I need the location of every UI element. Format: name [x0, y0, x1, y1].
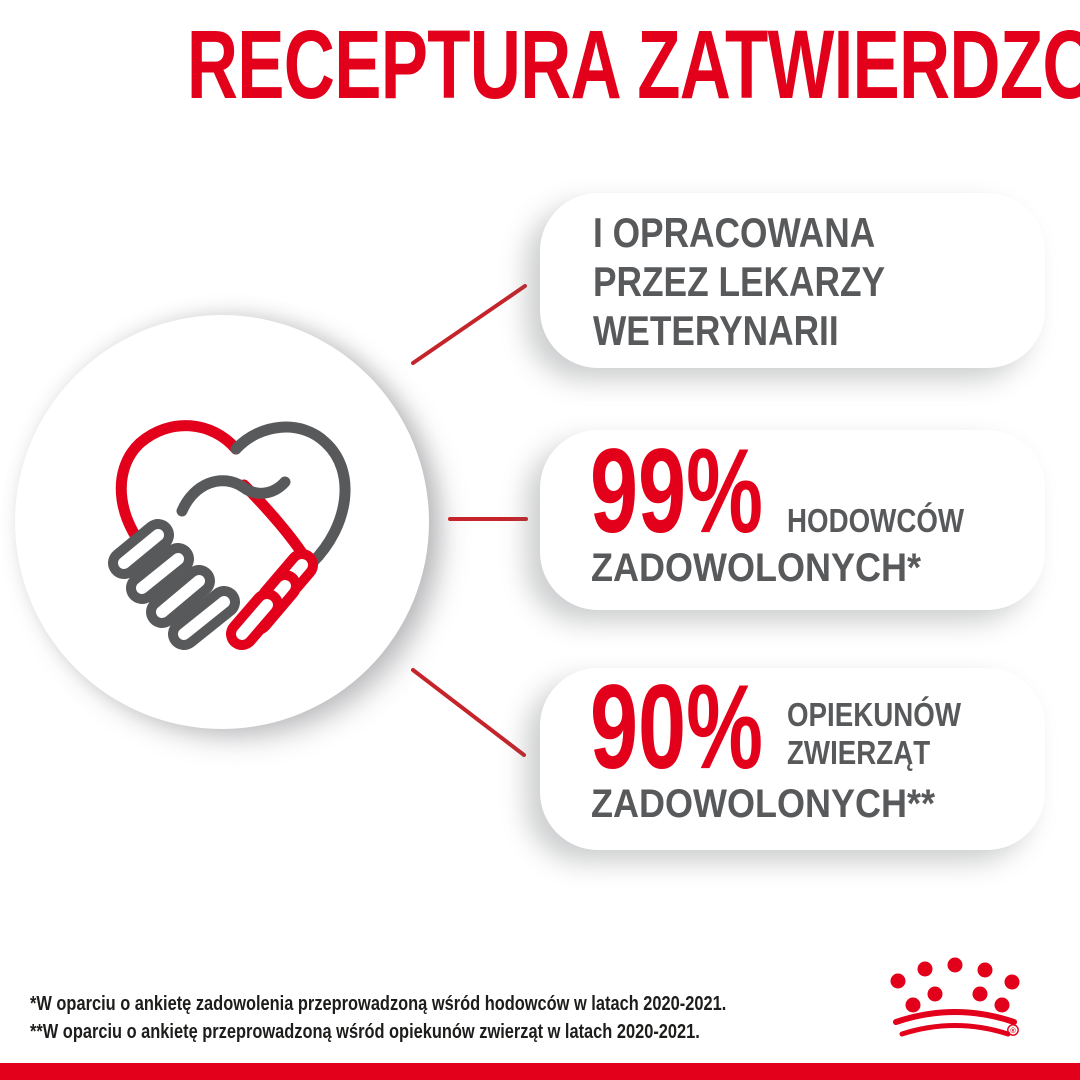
- page-title-text: RECEPTURA ZATWIERDZONA: [186, 10, 1080, 119]
- callout-3-sub-label: ZADOWOLONYCH**: [591, 782, 935, 826]
- handshake-heart-icon: [108, 420, 351, 650]
- connector-line-bottom: [411, 668, 526, 757]
- hero-circle: [15, 315, 429, 729]
- thumb-wave: [176, 475, 291, 517]
- callout-2-side-label: HODOWCÓW: [787, 502, 998, 540]
- callout-1-text: I OPRACOWANA PRZEZ LEKARZY WETERYNARII: [593, 208, 941, 355]
- gray-fingers: [108, 519, 240, 650]
- bottom-red-bar: [0, 1063, 1080, 1080]
- callout-3-percent: 90%: [590, 660, 763, 794]
- heart-left-lobe: [115, 420, 242, 569]
- crown-band-lower: [899, 1023, 1011, 1037]
- crown-dots-top-row: [890, 957, 1020, 990]
- crown-band-upper: [893, 1009, 1017, 1025]
- callout-bubble-3: [540, 668, 1045, 850]
- callout-2-sub-label: ZADOWOLONYCH*: [591, 546, 921, 590]
- callout-2-percent: 99%: [590, 424, 763, 558]
- callout-1-line-3: WETERYNARII: [593, 307, 839, 354]
- footnote-2: **W oparciu o ankietę przeprowadzoną wśr…: [30, 1021, 700, 1043]
- gray-hand-outline: [230, 421, 351, 585]
- red-fingers: [226, 549, 318, 650]
- callout-bubble-2: [540, 430, 1045, 610]
- page-title: RECEPTURA ZATWIERDZONA: [0, 16, 1080, 113]
- callout-2-side-line-1: HODOWCÓW: [787, 502, 965, 539]
- callout-1-line-2: PRZEZ LEKARZY: [593, 258, 886, 305]
- crown-dots-second-row: [905, 986, 1010, 1013]
- royal-canin-crown-logo: ®: [890, 957, 1020, 1037]
- callout-3-side-line-1: OPIEKUNÓW: [787, 696, 962, 733]
- callout-1-line-1: I OPRACOWANA: [593, 209, 876, 256]
- footnotes: *W oparciu o ankietę zadowolenia przepro…: [30, 990, 879, 1046]
- callout-3-side-label: OPIEKUNÓW ZWIERZĄT: [787, 696, 994, 772]
- registered-mark: ®: [1007, 1024, 1019, 1036]
- footnote-1: *W oparciu o ankietę zadowolenia przepro…: [30, 993, 727, 1015]
- svg-text:®: ®: [1010, 1026, 1016, 1035]
- connector-line-top: [411, 284, 527, 365]
- callout-3-side-line-2: ZWIERZĄT: [787, 734, 931, 771]
- callout-bubble-1: [540, 193, 1045, 368]
